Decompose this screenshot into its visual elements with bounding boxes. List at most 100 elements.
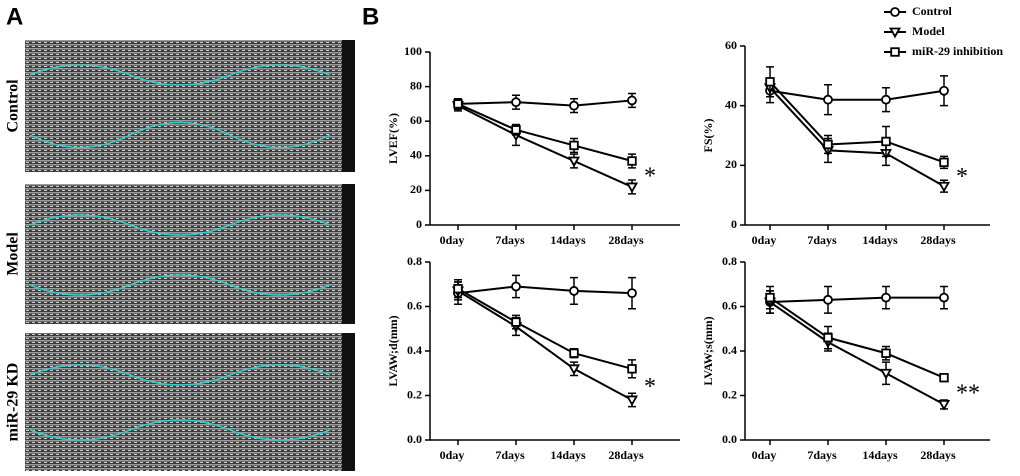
series-line xyxy=(769,296,944,304)
x-tick-label: 7days xyxy=(495,448,525,462)
y-tick-label: 80 xyxy=(410,78,422,92)
annotation: * xyxy=(956,164,968,190)
marker xyxy=(569,100,579,111)
series-line xyxy=(457,99,633,107)
legend-label: miR-29 inhibition xyxy=(912,44,1003,58)
echo-image xyxy=(25,333,355,471)
marker xyxy=(567,156,581,168)
marker xyxy=(627,288,637,299)
echo-image xyxy=(25,184,355,324)
trace xyxy=(29,364,331,441)
echo-label: Control xyxy=(5,79,22,133)
series-line xyxy=(769,89,945,101)
x-tick-label: 0day xyxy=(752,448,777,462)
x-tick-label: 14days xyxy=(862,233,898,247)
marker xyxy=(627,95,637,106)
marker xyxy=(939,85,949,96)
legend-marker xyxy=(888,27,902,39)
marker xyxy=(511,317,521,327)
y-axis-label: FS(%) xyxy=(701,119,715,153)
x-tick-label: 28days xyxy=(920,233,956,247)
marker xyxy=(511,281,521,292)
y-tick-label: 0.8 xyxy=(722,254,737,268)
marker xyxy=(823,294,833,305)
y-tick-label: 20 xyxy=(410,182,422,196)
panel-letter: A xyxy=(6,3,23,30)
marker xyxy=(939,157,949,168)
marker xyxy=(939,372,949,383)
x-tick-label: 14days xyxy=(862,448,898,462)
y-tick-label: 0.6 xyxy=(407,298,422,312)
annotation: ** xyxy=(956,381,980,407)
scale-strip xyxy=(342,333,355,471)
series-line xyxy=(457,104,633,188)
marker xyxy=(879,368,893,380)
marker xyxy=(627,364,637,374)
y-tick-label: 0 xyxy=(731,217,737,231)
legend-marker xyxy=(890,47,900,57)
trace xyxy=(29,64,331,149)
marker xyxy=(881,94,891,105)
series-line xyxy=(457,285,633,295)
x-tick-label: 7days xyxy=(807,448,837,462)
marker xyxy=(881,292,891,303)
marker xyxy=(823,94,833,105)
y-tick-label: 0.6 xyxy=(722,298,737,312)
x-tick-label: 28days xyxy=(920,448,956,462)
marker xyxy=(511,97,521,108)
y-tick-label: 0.0 xyxy=(722,432,737,446)
marker xyxy=(453,99,463,109)
echo-label: Model xyxy=(5,232,22,276)
x-tick-label: 0day xyxy=(440,448,465,462)
marker xyxy=(937,181,951,193)
y-tick-label: 60 xyxy=(725,38,737,52)
y-tick-label: 0.0 xyxy=(407,432,422,446)
marker xyxy=(627,156,637,166)
series-line xyxy=(769,301,945,406)
legend-label: Model xyxy=(912,24,945,38)
x-tick-label: 14days xyxy=(550,233,586,247)
scale-strip xyxy=(342,40,355,172)
annotation: * xyxy=(644,163,656,189)
y-axis-label: LVEF(%) xyxy=(386,113,400,164)
y-tick-label: 40 xyxy=(410,148,422,162)
marker xyxy=(823,139,833,150)
series-line xyxy=(769,81,945,164)
marker xyxy=(453,283,463,294)
x-tick-label: 0day xyxy=(440,233,465,247)
x-tick-label: 28days xyxy=(608,448,644,462)
marker xyxy=(939,292,949,303)
x-tick-label: 7days xyxy=(807,233,837,247)
series-line xyxy=(769,87,945,188)
y-tick-label: 40 xyxy=(725,97,737,111)
marker xyxy=(765,292,775,303)
marker xyxy=(569,348,579,358)
x-tick-label: 28days xyxy=(608,233,644,247)
marker xyxy=(569,140,579,151)
series-line xyxy=(457,290,633,401)
y-tick-label: 0.4 xyxy=(722,343,737,357)
legend-marker xyxy=(890,7,900,17)
panel-letter: B xyxy=(362,3,379,30)
x-tick-label: 14days xyxy=(550,448,586,462)
echo-images xyxy=(25,40,355,471)
series-line xyxy=(457,102,633,162)
y-axis-label: LVAW;s(mm) xyxy=(701,316,715,385)
x-tick-label: 0day xyxy=(752,233,777,247)
y-tick-label: 0.4 xyxy=(407,343,422,357)
marker xyxy=(569,286,579,296)
marker xyxy=(511,125,521,135)
marker xyxy=(625,182,639,194)
marker xyxy=(625,395,639,407)
series-line xyxy=(457,287,633,370)
marker xyxy=(567,364,581,376)
annotation: * xyxy=(644,374,656,400)
y-tick-label: 0 xyxy=(416,217,422,231)
x-tick-label: 7days xyxy=(495,233,525,247)
marker xyxy=(881,136,891,147)
marker xyxy=(765,77,775,87)
y-tick-label: 0.2 xyxy=(722,387,737,401)
legend-label: Control xyxy=(912,4,952,18)
echo-image xyxy=(25,40,355,172)
